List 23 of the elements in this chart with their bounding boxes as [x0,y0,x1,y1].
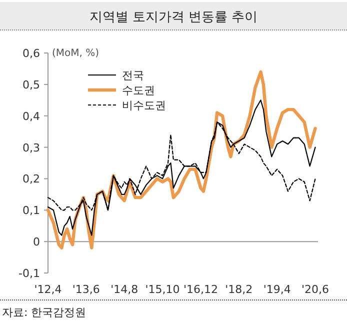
text: 자료: 한국감정원 [2,306,86,319]
x-tick-label: '14,8 [110,283,138,296]
y-tick-label: 0,1 [22,204,40,218]
y-tick-label: 0,6 [22,47,40,60]
legend-label: 비수도권 [122,99,166,112]
x-tick-label: '18,2 [225,283,253,296]
legend-label: 수도권 [122,84,155,97]
x-tick-label: '13,6 [72,283,100,296]
y-tick-label: 0 [33,236,40,249]
x-tick-label: '20,6 [302,283,330,296]
y-tick-label: -0,1 [18,267,40,280]
legend-label: 전국 [122,69,144,82]
x-tick-label: '15,10 [145,283,180,296]
x-tick-label: '16,12 [183,283,218,296]
y-axis-title: (MoM, %) [52,48,100,59]
x-tick-label: '12,4 [34,283,62,296]
x-tick-label: '19,4 [263,283,291,296]
y-tick-label: 0,4 [22,110,40,123]
y-tick-label: 0,3 [22,141,40,154]
y-tick-label: 0,5 [22,78,40,92]
y-tick-label: 0,2 [22,172,40,186]
chart-title: 지역별 토지가격 변동률 추이 [89,10,258,25]
line-series [47,100,316,236]
